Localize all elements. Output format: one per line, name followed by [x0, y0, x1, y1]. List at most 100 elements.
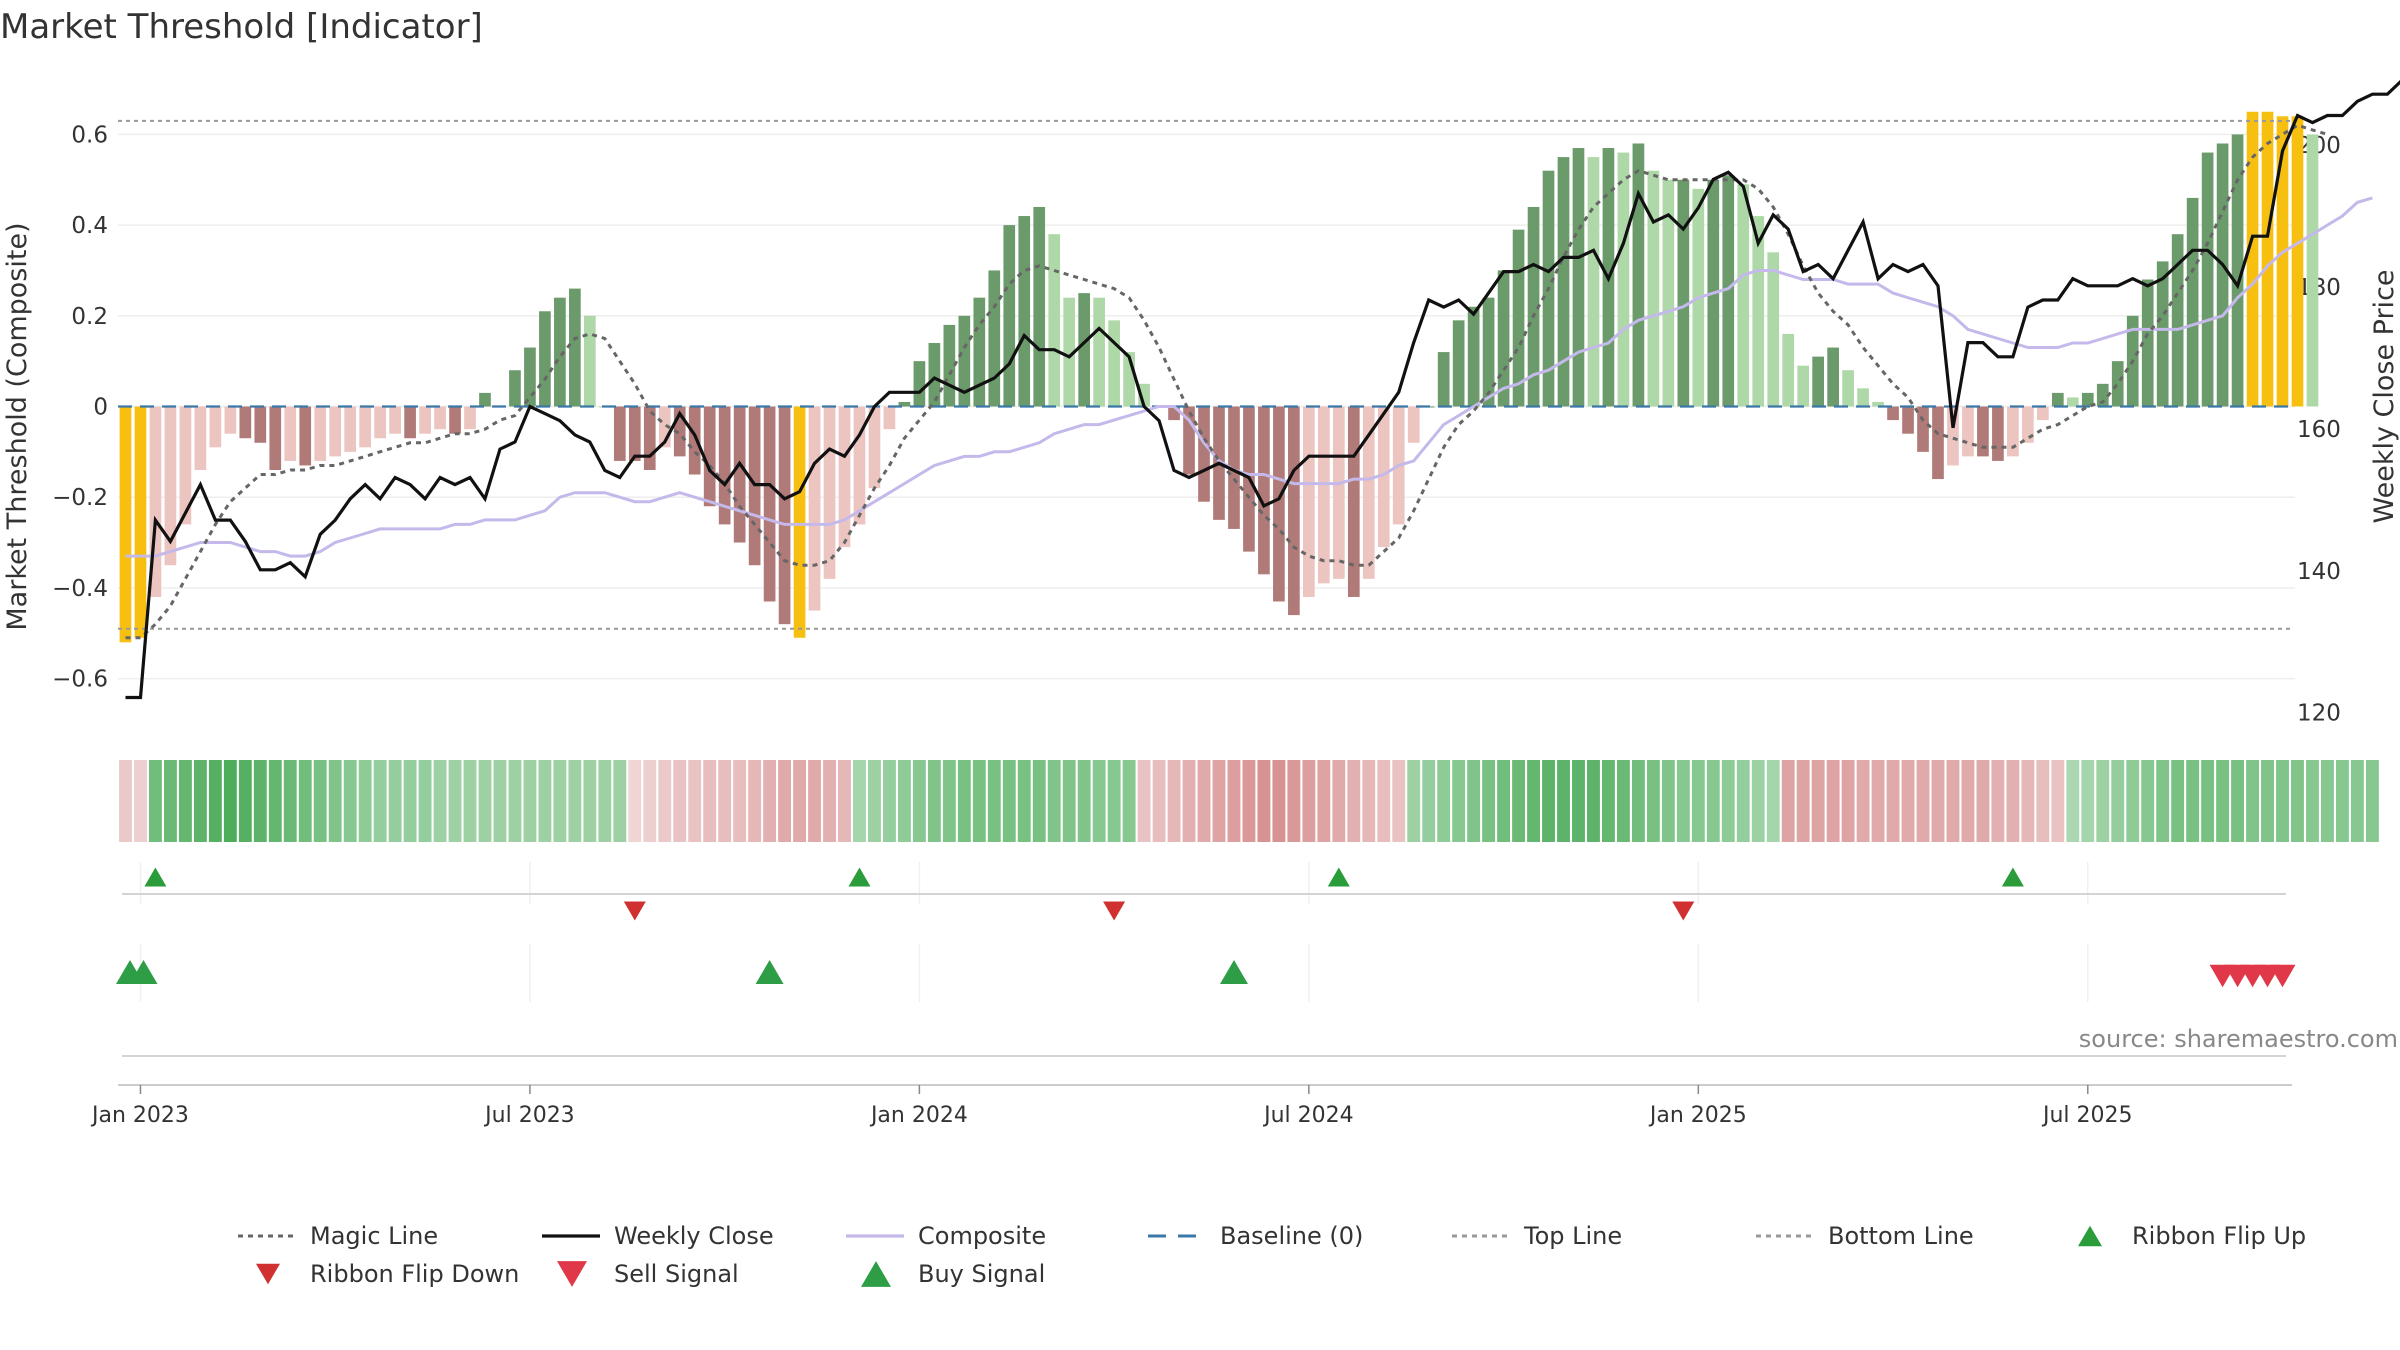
ribbon-cell [853, 760, 866, 842]
ribbon-cell [493, 760, 507, 842]
composite-bar [1872, 401, 1884, 407]
composite-bar [509, 370, 521, 407]
ribbon-cell [957, 760, 971, 842]
ribbon-cell [1661, 760, 1675, 842]
ribbon-cell [1736, 760, 1750, 842]
composite-bar [2306, 134, 2319, 407]
ribbon-cell [1676, 760, 1690, 842]
composite-bar [2022, 406, 2034, 443]
ribbon-cell [2156, 760, 2170, 842]
ribbon-cell [2036, 760, 2050, 842]
ribbon-cell [1137, 760, 1151, 842]
y-tick-left: 0 [93, 395, 108, 421]
legend-label: Top Line [1523, 1222, 1622, 1250]
ribbon-cell [119, 760, 132, 842]
composite-bar [1962, 406, 1974, 457]
ribbon-cell [1107, 760, 1121, 842]
composite-bar [2216, 143, 2229, 407]
ribbon-cell [1122, 760, 1136, 842]
composite-bar [2186, 197, 2199, 407]
ribbon-cell [1497, 760, 1511, 842]
legend-triangle-down-icon [256, 1263, 280, 1285]
ribbon-flip-up-marker [2001, 867, 2024, 887]
composite-bar [164, 406, 177, 566]
ribbon-cell [2321, 760, 2334, 842]
composite-bar [2291, 116, 2304, 407]
ribbon-cell [1901, 760, 1915, 842]
composite-bar [1587, 157, 1600, 407]
ribbon-cell [1841, 760, 1855, 842]
composite-bar [1452, 320, 1465, 407]
ribbon-cell [1302, 760, 1316, 842]
ribbon-cell [2081, 760, 2095, 842]
composite-bar [1512, 229, 1525, 407]
ribbon-cell [1646, 760, 1660, 842]
buy-signal-marker [755, 960, 784, 984]
ribbon-cell [1886, 760, 1900, 842]
composite-bar [1827, 347, 1839, 407]
composite-bar [793, 406, 806, 638]
composite-bar [119, 406, 132, 643]
ribbon-cell [478, 760, 492, 842]
ribbon-cell [463, 760, 477, 842]
composite-bar [1467, 306, 1480, 407]
ribbon-cell [1587, 760, 1600, 842]
composite-bar [2231, 134, 2244, 407]
ribbon-cell [673, 760, 687, 842]
ribbon-cell [1706, 760, 1720, 842]
ribbon-cell [1197, 760, 1211, 842]
legend-label: Ribbon Flip Up [2132, 1222, 2306, 1250]
composite-bar [179, 406, 192, 525]
composite-bar [1258, 406, 1270, 575]
ribbon-cell [1751, 760, 1765, 842]
composite-bar [658, 406, 671, 448]
composite-bar [1362, 406, 1375, 579]
y-tick-left: 0.2 [71, 304, 108, 330]
ribbon-cell [598, 760, 612, 842]
composite-bar [2171, 234, 2184, 407]
ribbon-cell [2111, 760, 2125, 842]
ribbon-cell [2141, 760, 2155, 842]
legend-label: Buy Signal [918, 1260, 1045, 1288]
composite-bar [823, 406, 836, 579]
ribbon-cell [1512, 760, 1526, 842]
ribbon-cell [1631, 760, 1645, 842]
ribbon-cell [298, 760, 312, 842]
ribbon-cell [1437, 760, 1451, 842]
legend-label: Baseline (0) [1220, 1222, 1363, 1250]
ribbon-cell [583, 760, 597, 842]
ribbon-cell [1287, 760, 1301, 842]
ribbon-cell [403, 760, 417, 842]
ribbon-cell [1422, 760, 1436, 842]
ribbon-cell [2276, 760, 2289, 842]
ribbon-cell [1377, 760, 1391, 842]
composite-bar [194, 406, 207, 470]
ribbon-cell [1002, 760, 1016, 842]
ribbon-cell [628, 760, 642, 842]
y-tick-right: 140 [2297, 559, 2341, 585]
composite-bar [1048, 234, 1061, 407]
ribbon-cell [658, 760, 672, 842]
composite-bar [359, 406, 372, 448]
composite-bar [1737, 184, 1750, 407]
composite-bar [2156, 261, 2169, 407]
legend-item: Composite [846, 1222, 1046, 1250]
composite-bar [464, 406, 476, 430]
ribbon-cell [1167, 760, 1181, 842]
ribbon-cell [1362, 760, 1376, 842]
ribbon-cell [2335, 760, 2349, 842]
ribbon-cell [2350, 760, 2364, 842]
signal-panel: Jan 2023 Jul 2023 Jan 2024 Jul 2024 Jan 2025… [90, 944, 2296, 1128]
ribbon-cell [718, 760, 732, 842]
ribbon-cell [1017, 760, 1031, 842]
chart-title: Market Threshold [Indicator] [0, 7, 483, 47]
ribbon-cell [1062, 760, 1076, 842]
ribbon-cell [688, 760, 702, 842]
composite-bar [958, 315, 971, 407]
composite-bar [838, 406, 851, 548]
ribbon-cell [1527, 760, 1540, 842]
ribbon-cell [838, 760, 851, 842]
composite-bar [2276, 116, 2289, 407]
composite-bar [1317, 406, 1330, 584]
ribbon-cell [1407, 760, 1421, 842]
